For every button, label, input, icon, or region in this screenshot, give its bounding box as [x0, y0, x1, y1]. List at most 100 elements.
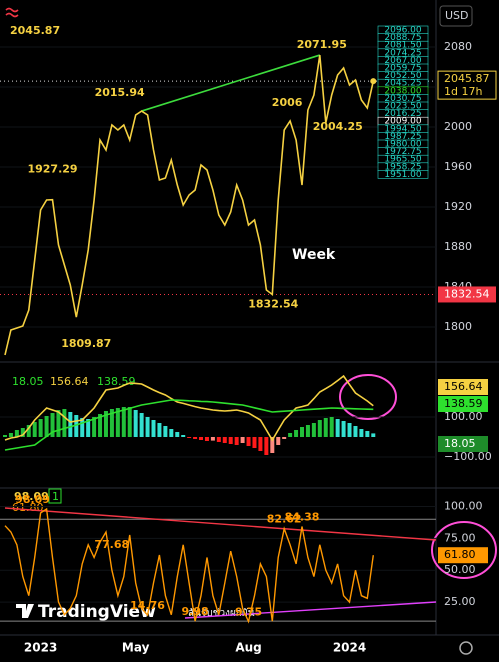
settings-icon[interactable] [459, 641, 473, 655]
legend-fast: 156.64 [50, 375, 89, 388]
hist-bar [317, 420, 322, 437]
price-level: 2067.00 [384, 56, 421, 66]
hist-bar [86, 419, 91, 437]
hist-bar [359, 429, 364, 437]
hist-bar [151, 420, 156, 437]
rsi-annotation: 77.68 [94, 538, 129, 551]
value-box [438, 396, 488, 412]
hist-bar [335, 419, 340, 437]
price-annotation: 2004.25 [313, 120, 363, 133]
hist-bar [115, 408, 120, 437]
hist-bar [228, 437, 233, 444]
value-box [438, 547, 488, 564]
price-level: 1980.00 [384, 140, 421, 150]
x-tick-label: 2023 [24, 641, 57, 655]
y-tick-label: 100.00 [444, 410, 483, 423]
hist-bar [62, 409, 67, 437]
hist-bar [175, 432, 180, 437]
highlight-circle [431, 521, 497, 579]
hist-bar [121, 407, 126, 437]
hist-bar [252, 437, 257, 448]
hist-bar [8, 433, 13, 437]
y-tick-label: 1880 [444, 240, 472, 253]
hist-bar [127, 407, 132, 437]
low-price-label: 1832.54 [444, 287, 490, 300]
value-label: 18.05 [444, 437, 476, 450]
currency[interactable]: USD [445, 9, 469, 22]
rsi-annotation: 82.62 [267, 513, 302, 526]
hist-bar [347, 423, 352, 437]
x-tick-label: Aug [235, 641, 261, 655]
hist-bar [109, 409, 114, 437]
hist-bar [329, 417, 334, 437]
slow-line [4, 399, 374, 451]
value-label: 61.80 [444, 548, 476, 561]
price-level: 2038.00 [384, 86, 421, 96]
hist-bar [68, 412, 73, 437]
hist-bar [199, 437, 204, 440]
price-level: 2081.50 [384, 41, 421, 51]
brand: TradingView [38, 602, 156, 622]
hist-bar [193, 437, 198, 439]
price-annotation: 1809.87 [61, 337, 111, 350]
x-tick-label: May [122, 641, 150, 655]
price-level: 1994.50 [384, 124, 421, 134]
y-tick-label: 1960 [444, 160, 472, 173]
hist-bar [80, 418, 85, 437]
hist-bar [305, 425, 310, 437]
trendline [141, 54, 321, 112]
hist-bar [92, 417, 97, 437]
hist-bar [157, 423, 162, 437]
price-level: 2052.50 [384, 71, 421, 81]
price-level: 1987.25 [384, 132, 421, 142]
y-tick-label: 2000 [444, 120, 472, 133]
badge-box [48, 488, 62, 504]
value-label: 156.64 [444, 380, 483, 393]
value-box [438, 436, 488, 452]
price-level: 2030.75 [384, 94, 421, 104]
price-annotation: 1832.54 [248, 297, 298, 310]
legend-slow: 138.59 [97, 375, 136, 388]
rsi-line [4, 507, 374, 624]
y-tick-label: −100.00 [444, 450, 492, 463]
hist-bar [169, 429, 174, 437]
trendline [184, 601, 437, 619]
hist-bar [14, 430, 19, 437]
low-price-box [438, 286, 496, 303]
price-level: 2074.25 [384, 48, 421, 58]
price-level: 2059.75 [384, 64, 421, 74]
hist-bar [163, 426, 168, 437]
price-level: 2096.00 [384, 26, 421, 36]
hist-bar [56, 410, 61, 437]
rsi-annotation: 14.76 [130, 599, 165, 612]
hist-bar [282, 437, 287, 439]
x-tick-label: 2024 [333, 641, 366, 655]
price-annotation: 2006 [272, 96, 303, 109]
y-tick-label: 100.00 [444, 500, 483, 513]
currency-button[interactable] [439, 5, 473, 27]
value-box [438, 379, 488, 395]
hist-bar [74, 415, 79, 437]
hist-bar [365, 431, 370, 437]
hist-bar [258, 437, 263, 451]
hist-bar [294, 430, 299, 437]
hist-bar [216, 437, 221, 442]
countdown: 1d 17h [444, 85, 482, 98]
hist-bar [133, 410, 138, 437]
last-price-box [437, 70, 497, 100]
hist-bar [26, 425, 31, 437]
hist-bar [32, 422, 37, 437]
logo-icon [5, 7, 19, 18]
price-level: 1972.75 [384, 147, 421, 157]
hist-bar [371, 433, 376, 437]
hist-bar [38, 419, 43, 437]
legend-rsi-max: 98.09 [14, 490, 49, 503]
price-level: 2023.50 [384, 102, 421, 112]
price-level: 1965.50 [384, 155, 421, 165]
fast-line [4, 374, 374, 442]
hist-bar [270, 437, 275, 453]
hist-bar [139, 413, 144, 437]
price-annotation: 2071.95 [297, 38, 347, 51]
hist-bar [341, 421, 346, 437]
